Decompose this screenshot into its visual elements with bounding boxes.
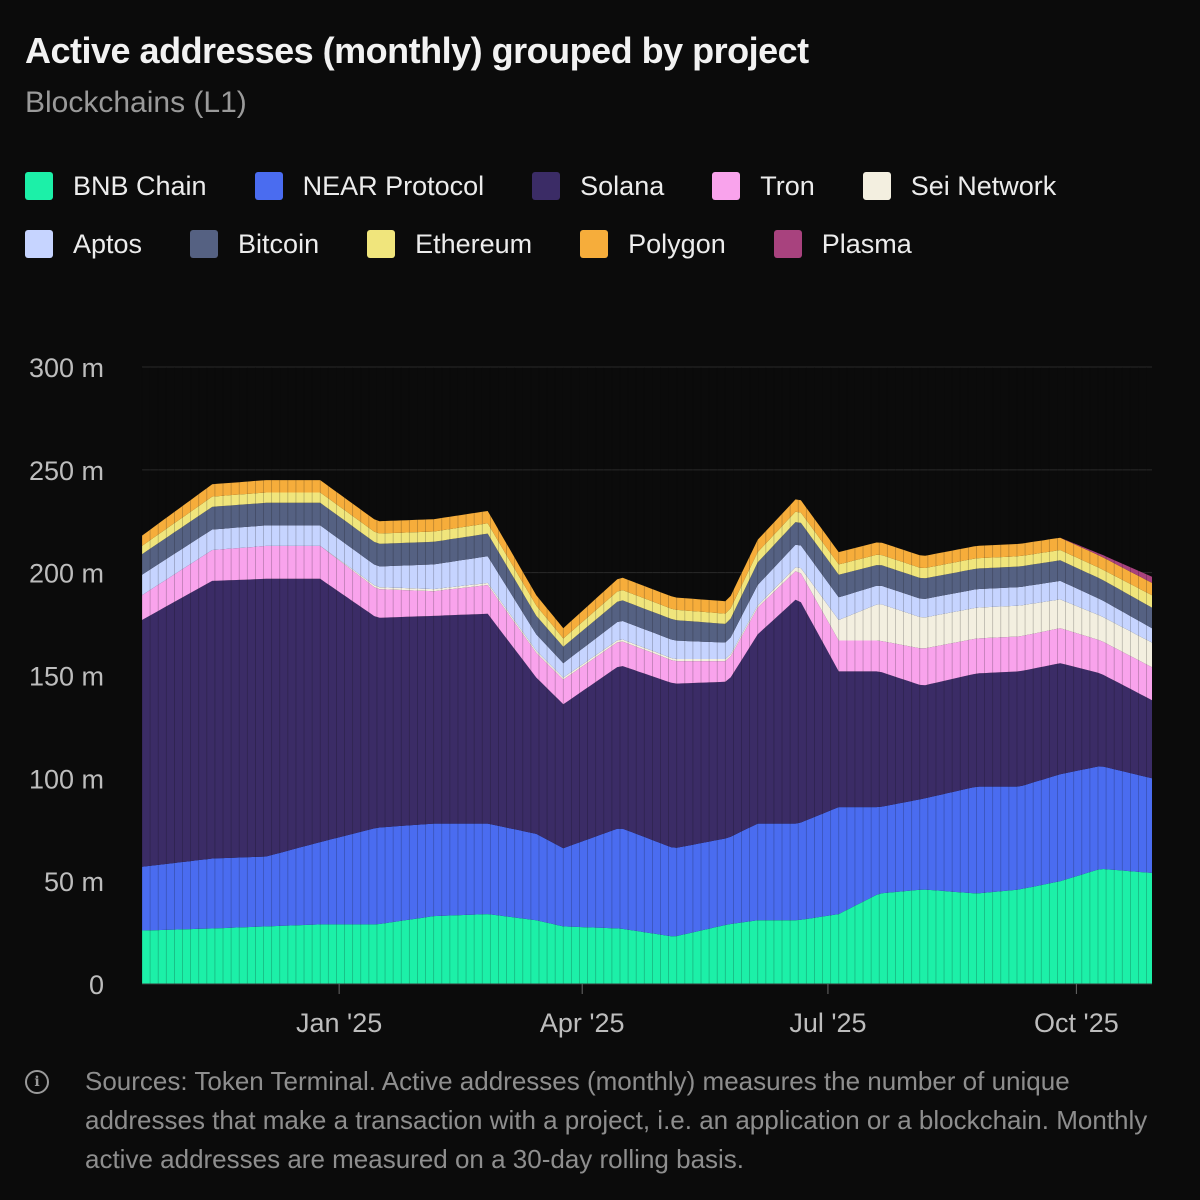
series-area-bitcoin bbox=[142, 502, 1152, 664]
legend-item-aptos[interactable]: Aptos bbox=[25, 228, 142, 260]
footer: i Sources: Token Terminal. Active addres… bbox=[25, 1062, 1175, 1179]
legend-swatch bbox=[190, 230, 219, 258]
series-area-solana bbox=[142, 578, 1152, 867]
legend-swatch bbox=[773, 230, 802, 258]
legend-label: Solana bbox=[580, 170, 665, 201]
legend-label: Ethereum bbox=[415, 228, 533, 259]
legend-item-plasma[interactable]: Plasma bbox=[773, 228, 912, 260]
legend-label: Sei Network bbox=[910, 170, 1057, 201]
y-tick-label: 250 m bbox=[29, 456, 104, 486]
legend-label: Plasma bbox=[821, 228, 912, 259]
legend-label: Bitcoin bbox=[238, 228, 320, 259]
legend-swatch bbox=[580, 230, 609, 258]
y-tick-label: 300 m bbox=[29, 353, 104, 383]
legend-item-near-protocol[interactable]: NEAR Protocol bbox=[254, 170, 485, 202]
legend-swatch bbox=[367, 230, 396, 258]
legend-swatch bbox=[532, 172, 561, 200]
legend-swatch bbox=[254, 172, 283, 200]
legend-item-polygon[interactable]: Polygon bbox=[580, 228, 726, 260]
legend-item-tron[interactable]: Tron bbox=[712, 170, 815, 202]
series-area-polygon bbox=[142, 480, 1152, 639]
y-tick-label: 0 bbox=[89, 970, 104, 1000]
legend-label: Aptos bbox=[73, 228, 143, 259]
source-footnote: Sources: Token Terminal. Active addresse… bbox=[85, 1066, 1148, 1174]
x-tick-label: Apr '25 bbox=[540, 1008, 625, 1038]
legend-label: Tron bbox=[760, 170, 815, 201]
legend-item-ethereum[interactable]: Ethereum bbox=[367, 228, 532, 260]
legend-item-sei-network[interactable]: Sei Network bbox=[862, 170, 1057, 202]
y-tick-label: 200 m bbox=[29, 559, 104, 589]
legend-item-bnb-chain[interactable]: BNB Chain bbox=[25, 170, 207, 202]
legend-label: Polygon bbox=[628, 228, 726, 259]
legend-swatch bbox=[25, 230, 53, 258]
legend-label: NEAR Protocol bbox=[302, 170, 485, 201]
series-area-bnb-chain bbox=[142, 869, 1152, 984]
x-tick-label: Oct '25 bbox=[1034, 1008, 1119, 1038]
chart-title: Active addresses (monthly) grouped by pr… bbox=[25, 30, 809, 71]
series-area-near-protocol bbox=[142, 766, 1152, 937]
legend-label: BNB Chain bbox=[73, 170, 207, 201]
series-area-aptos bbox=[142, 525, 1152, 678]
legend-item-solana[interactable]: Solana bbox=[532, 170, 664, 202]
legend-item-bitcoin[interactable]: Bitcoin bbox=[190, 228, 319, 260]
legend: BNB Chain NEAR Protocol Solana Tron Sei Netw… bbox=[25, 170, 1175, 260]
x-tick-label: Jul '25 bbox=[789, 1008, 866, 1038]
series-area-tron bbox=[142, 545, 1152, 705]
y-tick-label: 100 m bbox=[29, 764, 104, 794]
info-icon[interactable]: i bbox=[25, 1070, 49, 1094]
series-area-sei-network bbox=[142, 545, 1152, 680]
x-tick-label: Jan '25 bbox=[296, 1008, 382, 1038]
legend-swatch bbox=[862, 172, 891, 200]
y-tick-label: 50 m bbox=[44, 867, 104, 897]
legend-swatch bbox=[712, 172, 741, 200]
series-area-ethereum bbox=[142, 492, 1152, 647]
y-tick-label: 150 m bbox=[29, 662, 104, 692]
chart-subtitle: Blockchains (L1) bbox=[25, 86, 247, 119]
legend-swatch bbox=[25, 172, 53, 200]
